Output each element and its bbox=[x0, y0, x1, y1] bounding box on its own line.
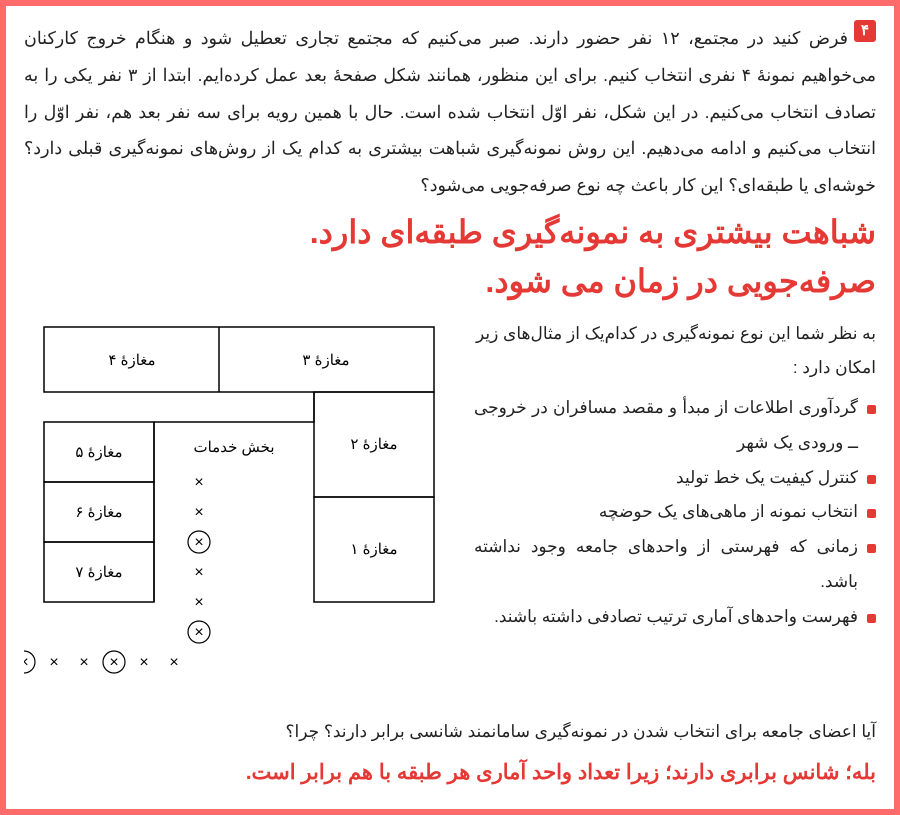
x-mark: × bbox=[49, 654, 58, 671]
x-mark: × bbox=[169, 654, 178, 671]
store1-label: مغازهٔ ۱ bbox=[350, 541, 397, 558]
x-mark: × bbox=[194, 504, 203, 521]
examples-column: به نظر شما این نوع نمونه‌گیری در کدام‌یک… bbox=[474, 317, 876, 697]
answer-line-2: صرفه‌جویی در زمان می شود. bbox=[24, 257, 876, 307]
x-mark: × bbox=[194, 474, 203, 491]
list-item: فهرست واحدهای آماری ترتیب تصادفی داشته ب… bbox=[474, 600, 876, 635]
question-body: ۴فرض کنید در مجتمع، ۱۲ نفر حضور دارند. ص… bbox=[24, 20, 876, 204]
answer-line-1: شباهت بیشتری به نمونه‌گیری طبقه‌ای دارد. bbox=[24, 208, 876, 258]
floor-plan-diagram: مغازهٔ ۴ مغازهٔ ۳ مغازهٔ ۵ مغازهٔ ۶ مغاز… bbox=[24, 317, 454, 697]
examples-list: گردآوری اطلاعات از مبدأ و مقصد مسافران د… bbox=[474, 391, 876, 635]
final-answer: بله؛ شانس برابری دارند؛ زیرا تعداد واحد … bbox=[24, 755, 876, 791]
x-mark: × bbox=[194, 534, 203, 551]
store4-label: مغازهٔ ۴ bbox=[108, 352, 155, 369]
list-item: گردآوری اطلاعات از مبدأ و مقصد مسافران د… bbox=[474, 391, 876, 461]
question-number-badge: ۴ bbox=[854, 20, 876, 42]
list-item: زمانی که فهرستی از واحدهای جامعه وجود ند… bbox=[474, 530, 876, 600]
list-item: انتخاب نمونه از ماهی‌های یک حوضچه bbox=[474, 495, 876, 530]
x-mark: × bbox=[79, 654, 88, 671]
x-mark: × bbox=[109, 654, 118, 671]
store3-label: مغازهٔ ۳ bbox=[302, 352, 349, 369]
question-block: ۴فرض کنید در مجتمع، ۱۲ نفر حضور دارند. ص… bbox=[24, 20, 876, 204]
x-mark: × bbox=[139, 654, 148, 671]
final-question: آیا اعضای جامعه برای انتخاب شدن در نمونه… bbox=[24, 715, 876, 749]
question-body-text: فرض کنید در مجتمع، ۱۲ نفر حضور دارند. صب… bbox=[24, 28, 876, 195]
x-mark: × bbox=[194, 624, 203, 641]
x-mark: × bbox=[194, 564, 203, 581]
page-container: ۴فرض کنید در مجتمع، ۱۲ نفر حضور دارند. ص… bbox=[0, 0, 900, 815]
services-label: بخش خدمات bbox=[193, 439, 274, 456]
x-mark: × bbox=[24, 654, 29, 671]
answer-main: شباهت بیشتری به نمونه‌گیری طبقه‌ای دارد.… bbox=[24, 208, 876, 307]
store7-label: مغازهٔ ۷ bbox=[75, 564, 122, 581]
store2-label: مغازهٔ ۲ bbox=[350, 436, 397, 453]
content-row: به نظر شما این نوع نمونه‌گیری در کدام‌یک… bbox=[24, 317, 876, 697]
examples-intro: به نظر شما این نوع نمونه‌گیری در کدام‌یک… bbox=[474, 317, 876, 385]
store6-label: مغازهٔ ۶ bbox=[75, 504, 122, 521]
x-mark: × bbox=[194, 594, 203, 611]
store5-label: مغازهٔ ۵ bbox=[75, 444, 122, 461]
list-item: کنترل کیفیت یک خط تولید bbox=[474, 461, 876, 496]
diagram-column: مغازهٔ ۴ مغازهٔ ۳ مغازهٔ ۵ مغازهٔ ۶ مغاز… bbox=[24, 317, 454, 697]
